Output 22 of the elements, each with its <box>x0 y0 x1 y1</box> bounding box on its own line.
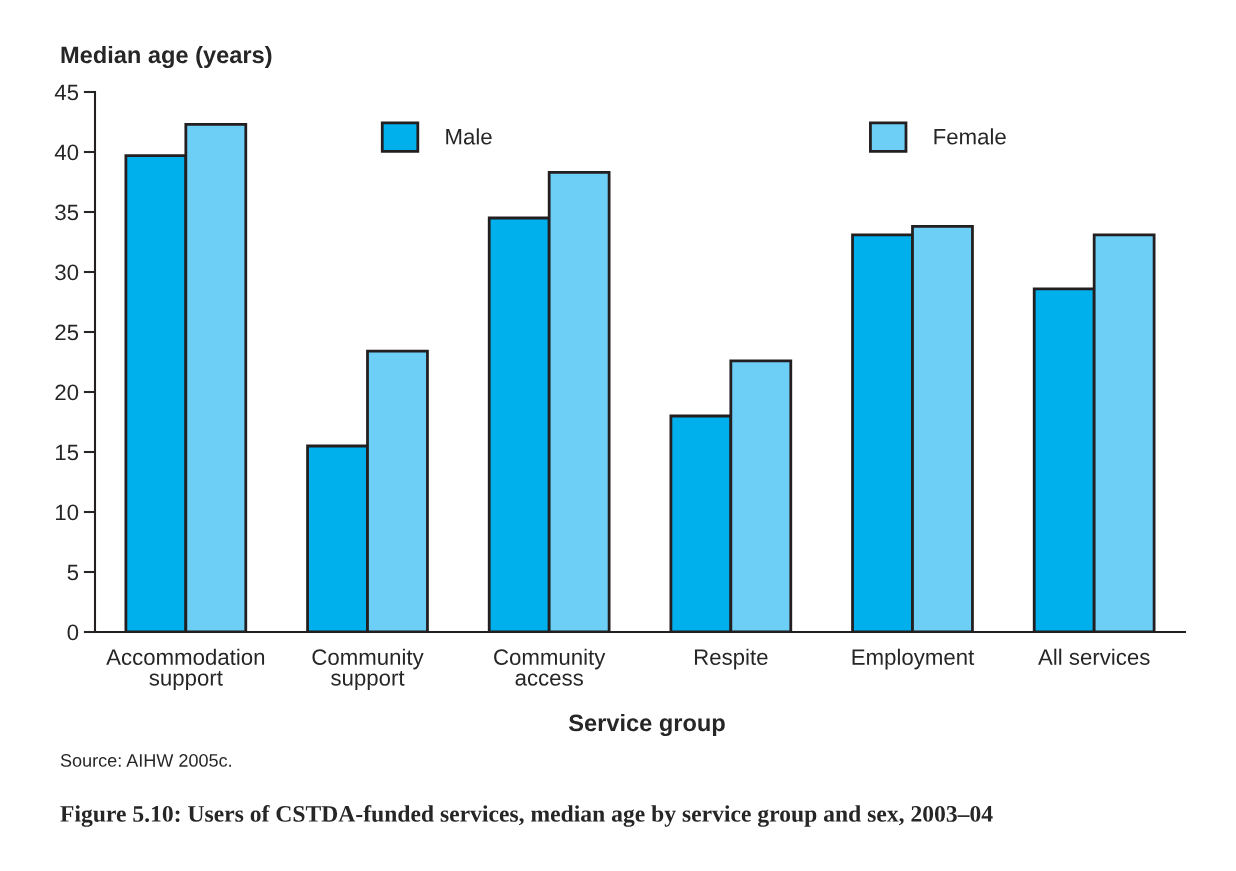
y-axis-title: Median age (years) <box>61 45 272 69</box>
y-tick-label: 25 <box>55 324 79 341</box>
source-note: Source: AIHW 2005c. <box>60 754 231 767</box>
y-tick-label: 35 <box>55 204 79 221</box>
y-tick-label: 5 <box>67 564 79 581</box>
x-tick-label: Community access <box>494 648 606 686</box>
text: Figure 5.10: Users of CSTDA-funded services, median age by service group and sex, 2003–04 <box>60 805 993 827</box>
y-tick-label: 10 <box>56 504 79 521</box>
x-tick-label: Respite <box>694 648 768 670</box>
x-tick-label: All services <box>1038 648 1150 665</box>
x-tick-label: Employment <box>852 648 975 670</box>
y-tick-label: 40 <box>54 144 79 161</box>
legend-label: Female <box>934 128 1006 145</box>
legend-label: Male <box>446 128 492 145</box>
x-tick-label: Accommodation support <box>106 648 265 691</box>
y-tick-label: 30 <box>55 264 79 281</box>
x-tick-label: Community support <box>312 648 424 691</box>
y-tick-label: 0 <box>67 624 79 641</box>
y-tick-label: 15 <box>56 444 79 461</box>
y-tick-label: 45 <box>54 84 79 101</box>
y-tick-label: 20 <box>55 384 79 401</box>
x-axis-title: Service group <box>568 713 725 737</box>
